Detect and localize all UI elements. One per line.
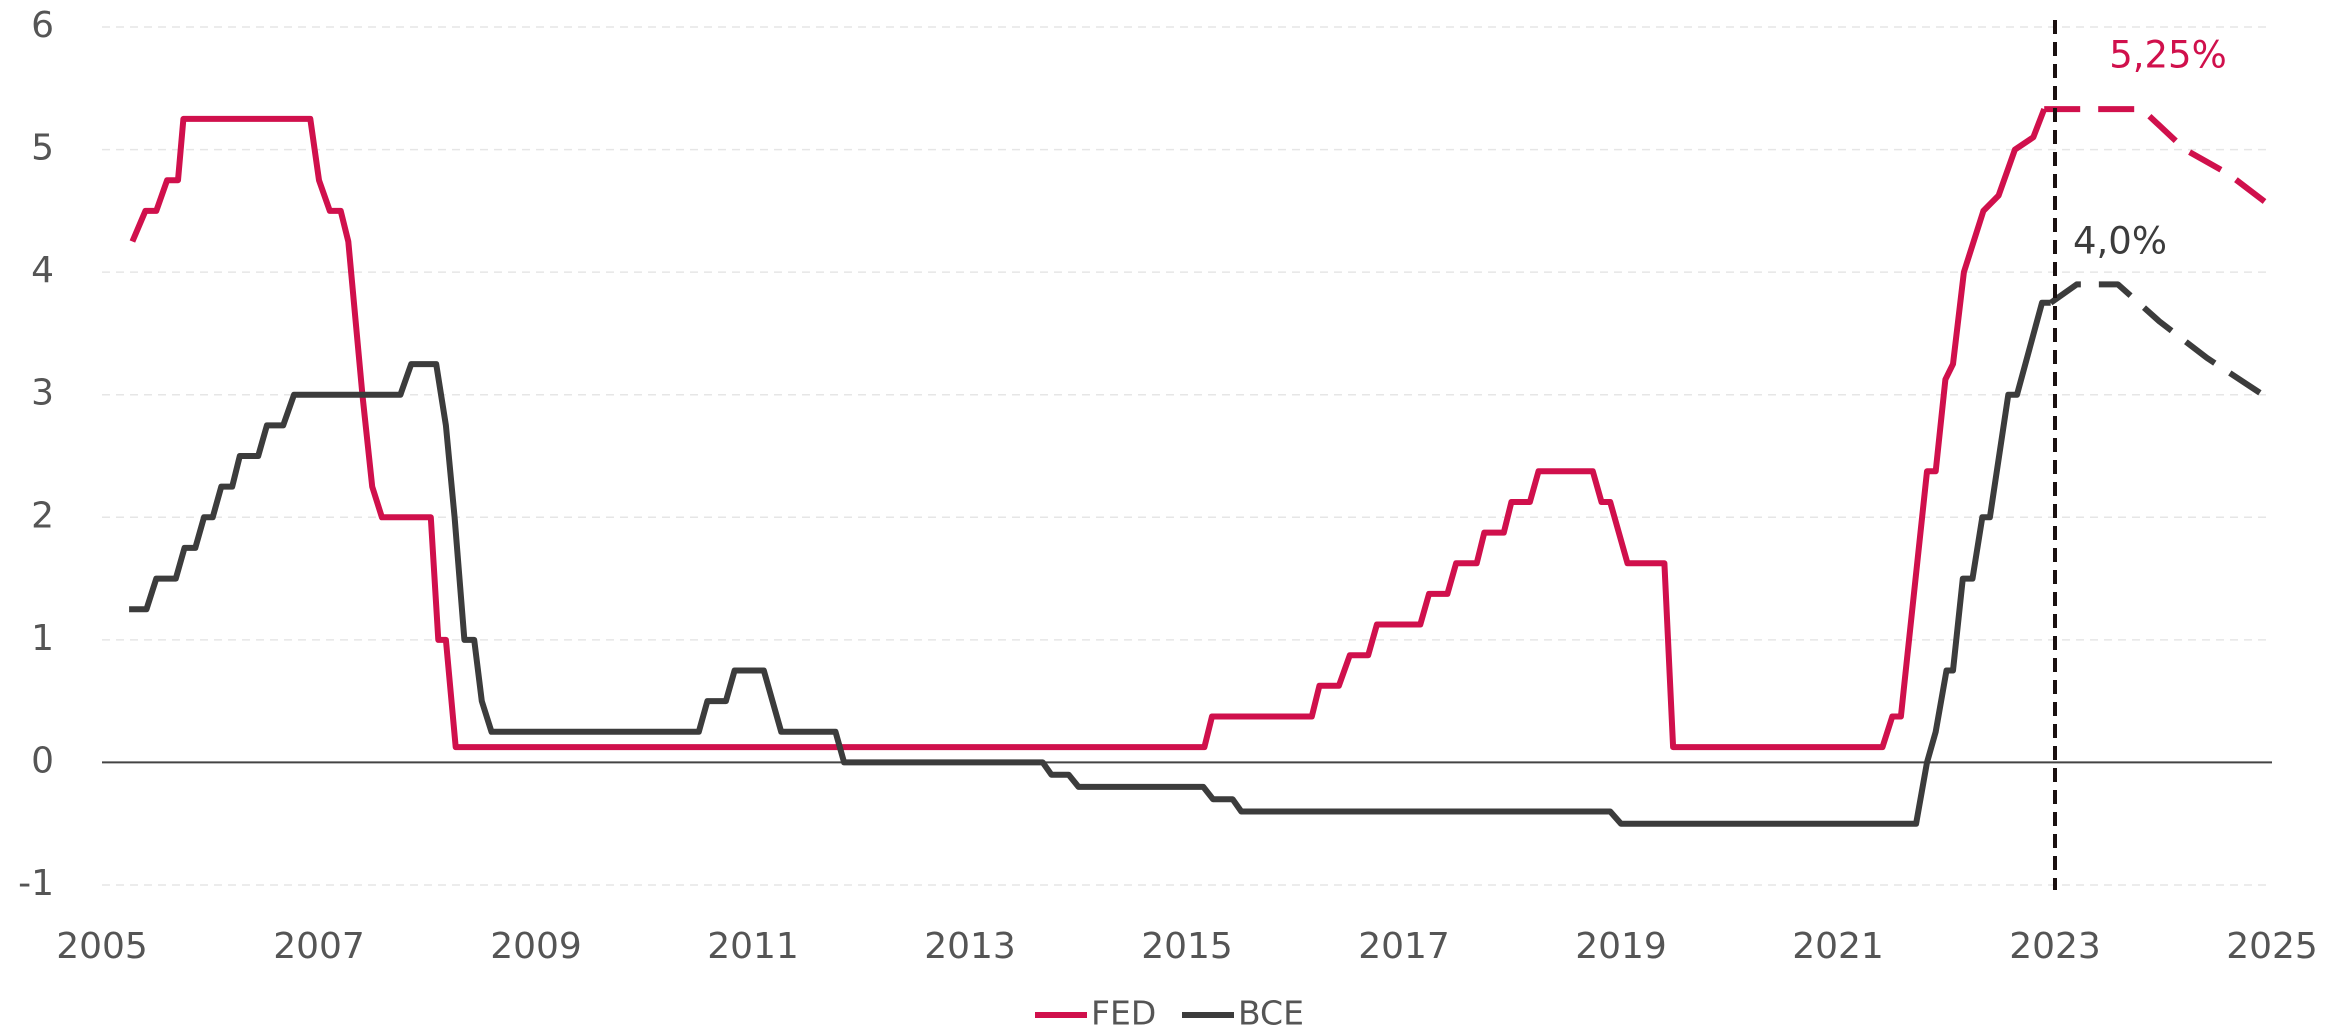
x-tick-label: 2005: [56, 926, 148, 967]
y-tick-label: 0: [31, 740, 54, 781]
series-line: [129, 299, 2051, 827]
x-tick-label: 2011: [707, 926, 799, 967]
y-tick-label: 6: [31, 5, 54, 46]
annotation: 5,25%: [2109, 34, 2227, 77]
y-tick-label: 2: [31, 495, 54, 536]
y-tick-label: 4: [31, 250, 54, 291]
y-tick-label: 3: [31, 373, 54, 414]
x-tick-label: 2021: [1792, 926, 1884, 967]
x-tick-label: 2019: [1575, 926, 1667, 967]
legend-label: BCE: [1238, 994, 1304, 1026]
y-tick-label: 5: [31, 128, 54, 169]
forecast-line: [2048, 281, 2274, 404]
x-tick-label: 2009: [490, 926, 582, 967]
annotation: 4,0%: [2073, 220, 2167, 263]
forecast-line: [2044, 106, 2274, 210]
x-tick-label: 2007: [273, 926, 365, 967]
y-tick-label: -1: [18, 863, 54, 904]
legend-label: FED: [1091, 994, 1156, 1026]
x-tick-label: 2015: [1141, 926, 1233, 967]
x-tick-label: 2023: [2009, 926, 2101, 967]
y-tick-label: 1: [31, 618, 54, 659]
x-tick-label: 2025: [2226, 926, 2318, 967]
x-tick-label: 2017: [1358, 926, 1450, 967]
x-tick-label: 2013: [924, 926, 1016, 967]
series-line: [129, 108, 2047, 751]
